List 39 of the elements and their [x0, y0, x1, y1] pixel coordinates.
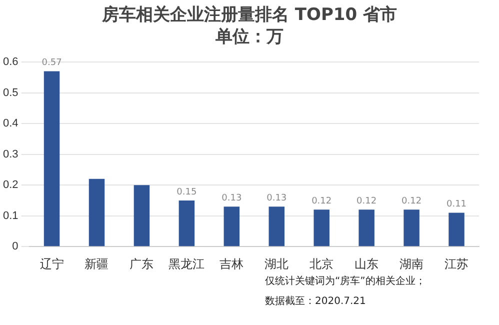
bar [224, 206, 240, 246]
x-tick-label: 辽宁 [40, 257, 64, 272]
chart-subtitle: 单位：万 [214, 26, 284, 48]
x-tick-label: 吉林 [220, 257, 244, 272]
bar [134, 185, 150, 246]
data-label: 0.12 [312, 196, 332, 207]
y-tick-label: 0.6 [2, 56, 18, 68]
y-tick-label: 0.4 [2, 118, 18, 130]
bar [358, 210, 374, 246]
x-tick-label: 广东 [130, 257, 154, 272]
x-tick-label: 黑龙江 [168, 257, 205, 272]
chart-title: 房车相关企业注册量排名 TOP10 省市 [100, 4, 398, 26]
x-tick-label: 北京 [310, 257, 334, 272]
bar [268, 206, 284, 246]
data-label: 0.13 [222, 193, 242, 204]
x-tick-label: 山东 [354, 257, 379, 272]
text: 数据截至：2020.7.21 [265, 294, 367, 309]
y-tick-label: 0.1 [2, 210, 18, 222]
bar [178, 200, 195, 246]
y-tick-label: 0.5 [2, 86, 18, 99]
x-tick-label: 新疆 [84, 257, 109, 272]
x-tick-label: 江苏 [444, 257, 469, 272]
y-tick-label: 0.2 [2, 179, 18, 192]
x-tick-label: 湖南 [400, 257, 424, 272]
data-label: 0.11 [446, 200, 467, 210]
bar [404, 210, 420, 246]
y-tick-label: 0.3 [2, 148, 18, 160]
data-label: 0.13 [266, 193, 287, 204]
data-label: 0.57 [42, 58, 62, 68]
data-label: 0.12 [402, 196, 422, 207]
data-label: 0.15 [176, 187, 197, 198]
text: 仅统计关键词为“房车”的相关企业； [265, 274, 426, 289]
x-tick-label: 湖北 [264, 257, 289, 272]
bar [88, 178, 105, 246]
y-tick-label: 0 [12, 240, 18, 253]
bar [448, 212, 464, 246]
data-label: 0.12 [356, 196, 377, 207]
bar [314, 210, 330, 246]
bar [44, 71, 60, 246]
